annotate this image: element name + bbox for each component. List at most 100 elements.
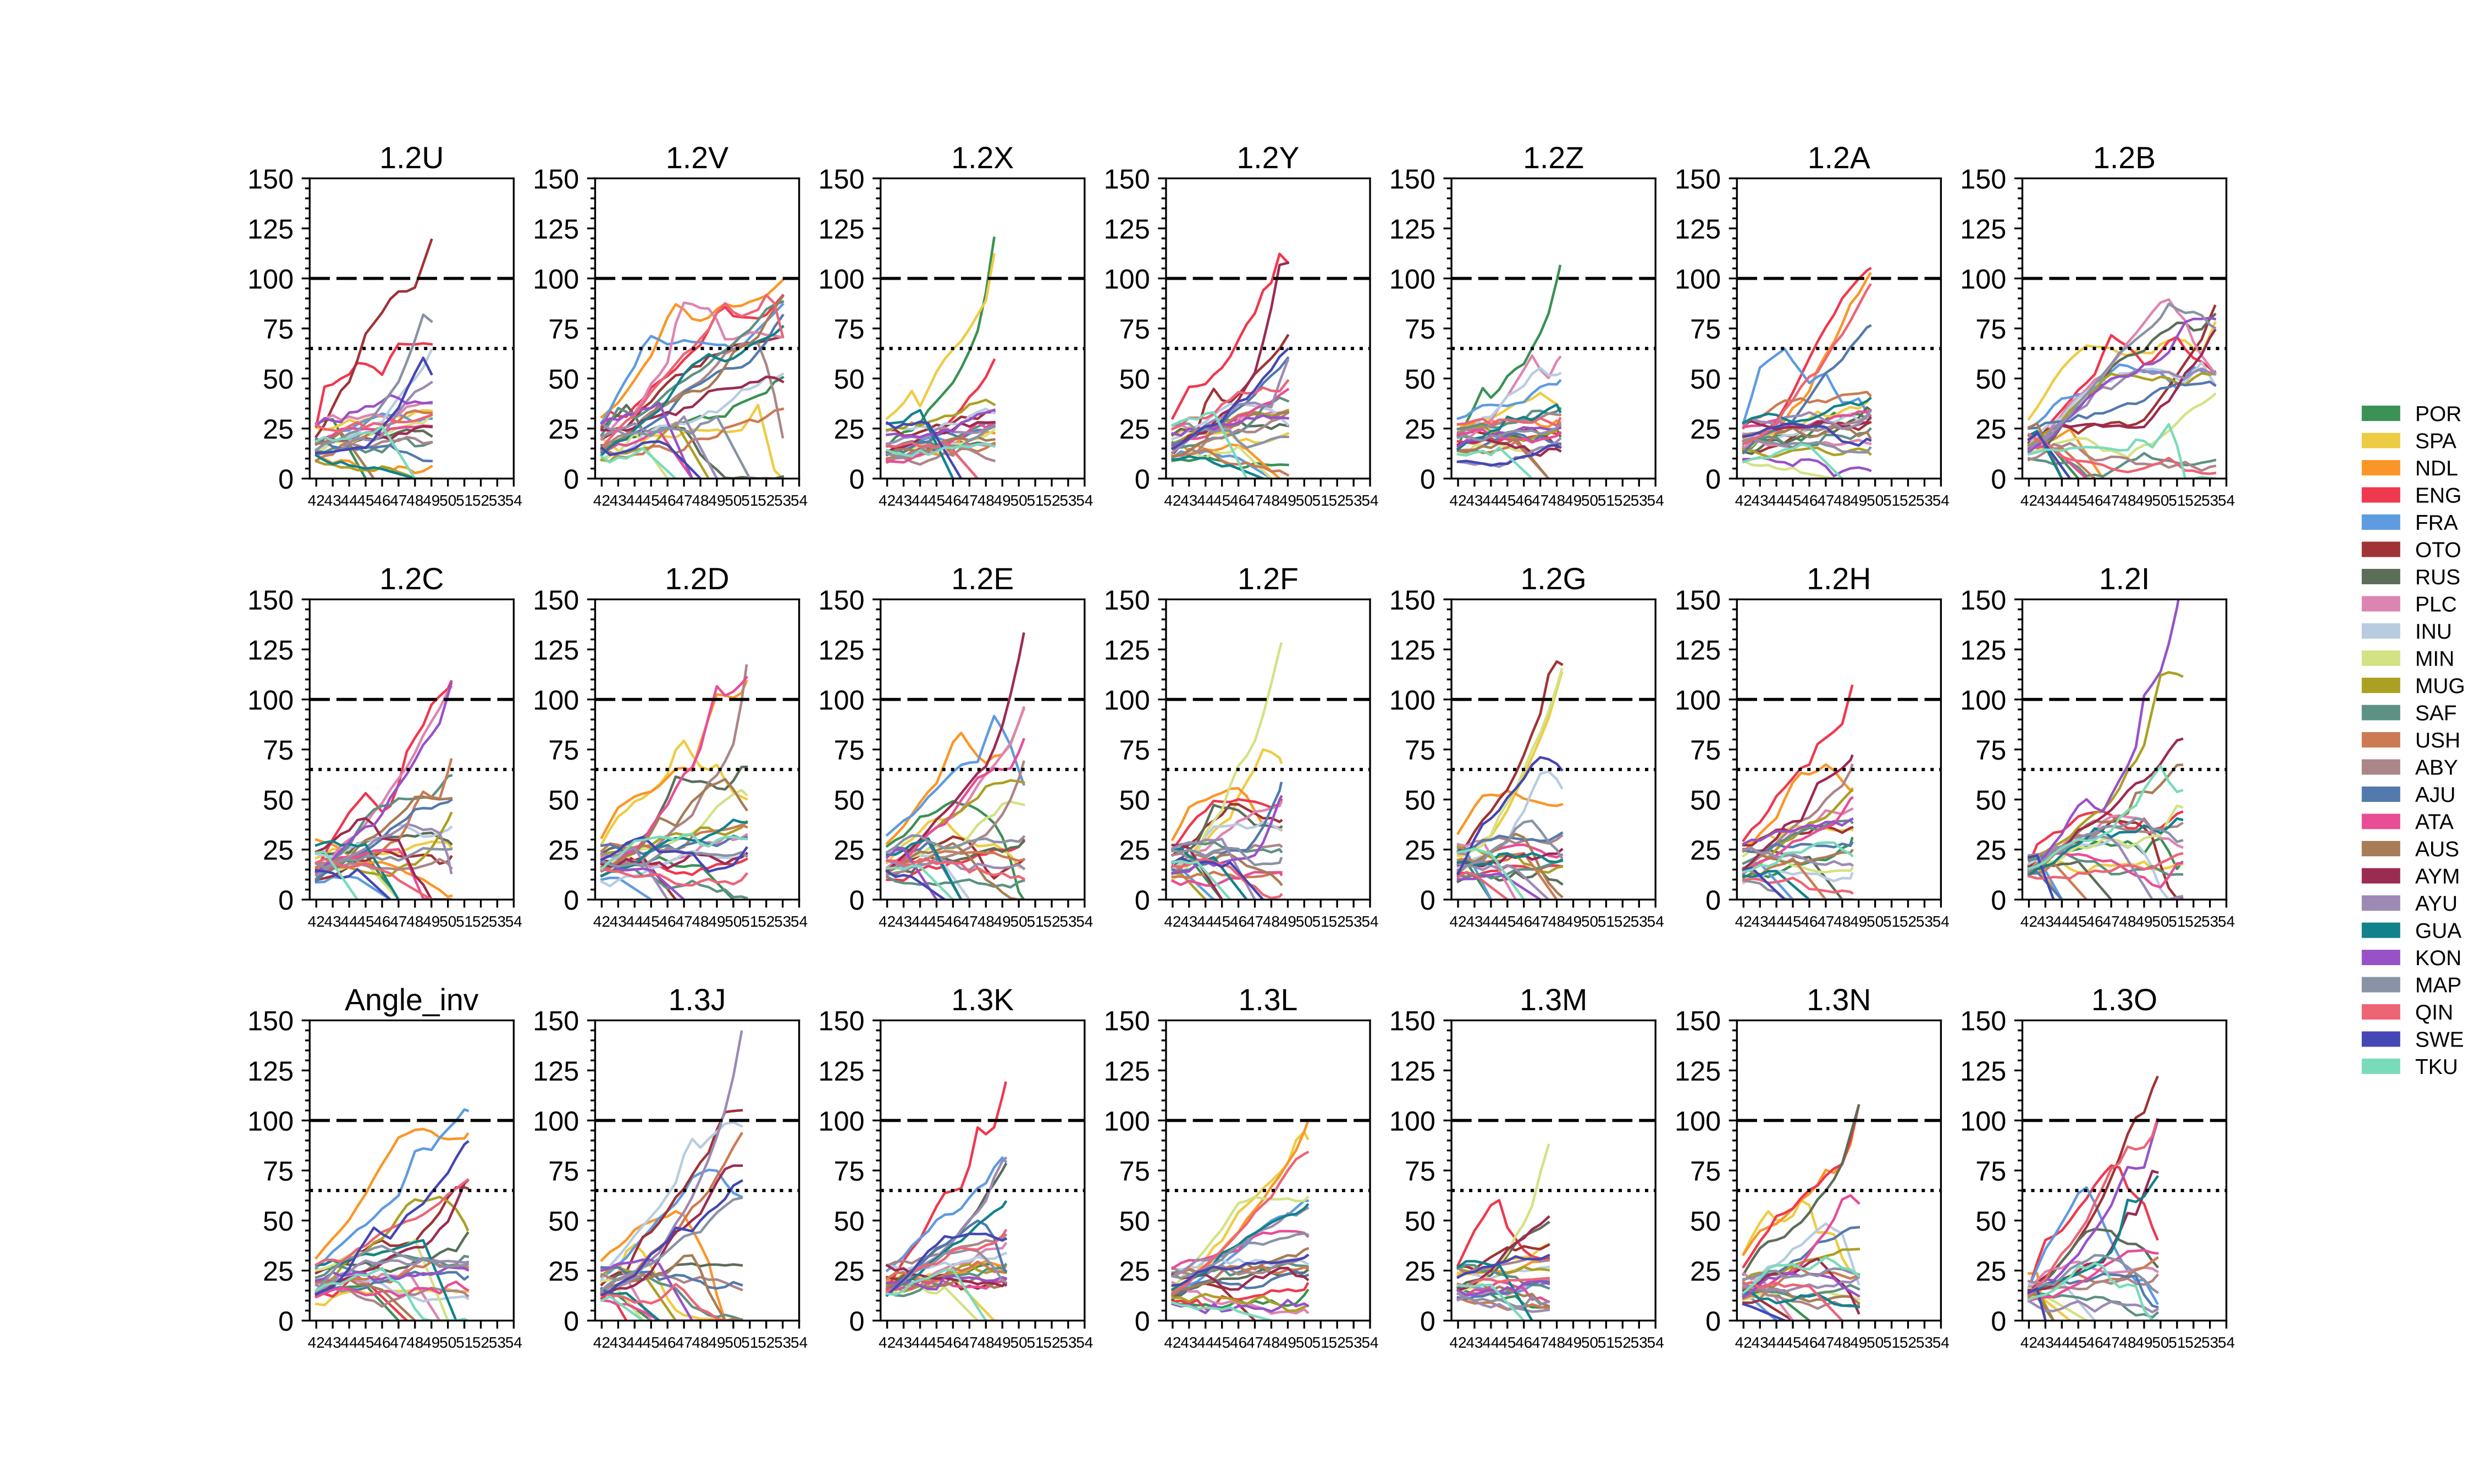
- svg-text:47: 47: [676, 1334, 693, 1351]
- svg-text:52: 52: [1899, 492, 1917, 509]
- svg-text:0: 0: [1420, 463, 1435, 495]
- svg-text:50: 50: [1581, 913, 1598, 930]
- svg-text:49: 49: [2135, 492, 2152, 509]
- svg-text:50: 50: [1010, 1334, 1028, 1351]
- svg-text:1.3K: 1.3K: [951, 983, 1014, 1017]
- svg-text:47: 47: [676, 913, 693, 930]
- svg-text:OTO: OTO: [2415, 539, 2461, 562]
- svg-text:125: 125: [247, 634, 294, 666]
- svg-text:42: 42: [308, 1334, 325, 1351]
- svg-text:44: 44: [626, 1334, 643, 1351]
- svg-text:ATA: ATA: [2415, 811, 2454, 834]
- svg-text:46: 46: [659, 913, 676, 930]
- svg-text:48: 48: [1263, 913, 1280, 930]
- svg-text:47: 47: [1532, 913, 1549, 930]
- svg-text:54: 54: [2218, 492, 2235, 509]
- svg-text:53: 53: [1345, 913, 1362, 930]
- svg-text:53: 53: [1631, 1334, 1648, 1351]
- svg-text:50: 50: [548, 363, 579, 395]
- svg-text:42: 42: [1450, 913, 1467, 930]
- svg-text:42: 42: [593, 913, 610, 930]
- svg-text:45: 45: [1213, 913, 1230, 930]
- svg-text:45: 45: [928, 1334, 945, 1351]
- svg-text:48: 48: [978, 1334, 995, 1351]
- svg-text:44: 44: [341, 913, 358, 930]
- svg-text:125: 125: [533, 1055, 579, 1087]
- svg-text:50: 50: [1119, 363, 1150, 395]
- svg-text:150: 150: [1389, 163, 1435, 195]
- svg-text:75: 75: [1405, 1155, 1435, 1187]
- svg-text:44: 44: [1197, 913, 1214, 930]
- svg-text:50: 50: [1296, 913, 1313, 930]
- svg-text:53: 53: [2201, 1334, 2218, 1351]
- svg-text:100: 100: [247, 263, 294, 295]
- svg-text:75: 75: [1690, 734, 1721, 766]
- svg-text:51: 51: [741, 913, 758, 930]
- svg-text:75: 75: [1119, 313, 1150, 345]
- svg-text:125: 125: [533, 634, 579, 666]
- svg-text:SPA: SPA: [2415, 430, 2456, 453]
- svg-text:46: 46: [1515, 1334, 1532, 1351]
- svg-text:46: 46: [373, 1334, 390, 1351]
- svg-text:47: 47: [961, 1334, 978, 1351]
- svg-text:50: 50: [263, 363, 294, 395]
- svg-text:47: 47: [961, 913, 978, 930]
- svg-text:44: 44: [912, 913, 929, 930]
- svg-text:SAF: SAF: [2415, 702, 2457, 726]
- svg-text:0: 0: [1705, 463, 1721, 495]
- svg-text:43: 43: [324, 492, 341, 509]
- svg-text:48: 48: [1548, 1334, 1565, 1351]
- svg-text:KON: KON: [2415, 946, 2461, 970]
- svg-text:49: 49: [1565, 1334, 1582, 1351]
- svg-text:49: 49: [1850, 913, 1867, 930]
- svg-text:100: 100: [1960, 263, 2006, 295]
- svg-text:49: 49: [423, 913, 440, 930]
- svg-text:53: 53: [2201, 492, 2218, 509]
- svg-text:50: 50: [1405, 784, 1435, 816]
- svg-text:45: 45: [1213, 1334, 1230, 1351]
- svg-text:50: 50: [2152, 492, 2169, 509]
- svg-text:46: 46: [2086, 913, 2103, 930]
- svg-text:49: 49: [423, 492, 440, 509]
- svg-text:45: 45: [2070, 913, 2087, 930]
- svg-text:25: 25: [263, 413, 294, 445]
- svg-text:44: 44: [912, 492, 929, 509]
- svg-text:50: 50: [1866, 492, 1884, 509]
- svg-text:1.2C: 1.2C: [379, 562, 444, 596]
- svg-text:1.2H: 1.2H: [1807, 562, 1871, 596]
- svg-text:46: 46: [1230, 492, 1247, 509]
- svg-text:53: 53: [489, 913, 506, 930]
- svg-text:48: 48: [692, 492, 709, 509]
- svg-text:0: 0: [849, 884, 864, 916]
- svg-text:150: 150: [247, 584, 294, 616]
- svg-text:53: 53: [489, 1334, 506, 1351]
- svg-text:51: 51: [1598, 1334, 1615, 1351]
- svg-text:Angle_inv: Angle_inv: [345, 983, 479, 1017]
- svg-text:53: 53: [1059, 1334, 1076, 1351]
- svg-text:43: 43: [324, 1334, 341, 1351]
- svg-text:125: 125: [818, 1055, 864, 1087]
- svg-text:43: 43: [610, 492, 627, 509]
- svg-text:1.2Z: 1.2Z: [1523, 141, 1584, 175]
- svg-text:50: 50: [2152, 1334, 2169, 1351]
- svg-text:0: 0: [1991, 1305, 2006, 1337]
- svg-text:46: 46: [373, 913, 390, 930]
- svg-text:48: 48: [978, 492, 995, 509]
- svg-text:1.3N: 1.3N: [1807, 983, 1871, 1017]
- svg-text:100: 100: [533, 1105, 579, 1137]
- svg-text:100: 100: [818, 263, 864, 295]
- svg-text:54: 54: [505, 1334, 522, 1351]
- svg-text:49: 49: [994, 913, 1011, 930]
- svg-text:43: 43: [1752, 492, 1769, 509]
- svg-text:50: 50: [439, 913, 456, 930]
- svg-text:75: 75: [1690, 313, 1721, 345]
- svg-text:42: 42: [879, 913, 896, 930]
- svg-text:48: 48: [692, 1334, 709, 1351]
- svg-text:45: 45: [1499, 913, 1516, 930]
- svg-text:54: 54: [1076, 492, 1093, 509]
- svg-text:52: 52: [1329, 1334, 1346, 1351]
- svg-text:45: 45: [643, 1334, 660, 1351]
- svg-text:51: 51: [1598, 913, 1615, 930]
- svg-text:54: 54: [791, 1334, 808, 1351]
- svg-text:1.2D: 1.2D: [665, 562, 730, 596]
